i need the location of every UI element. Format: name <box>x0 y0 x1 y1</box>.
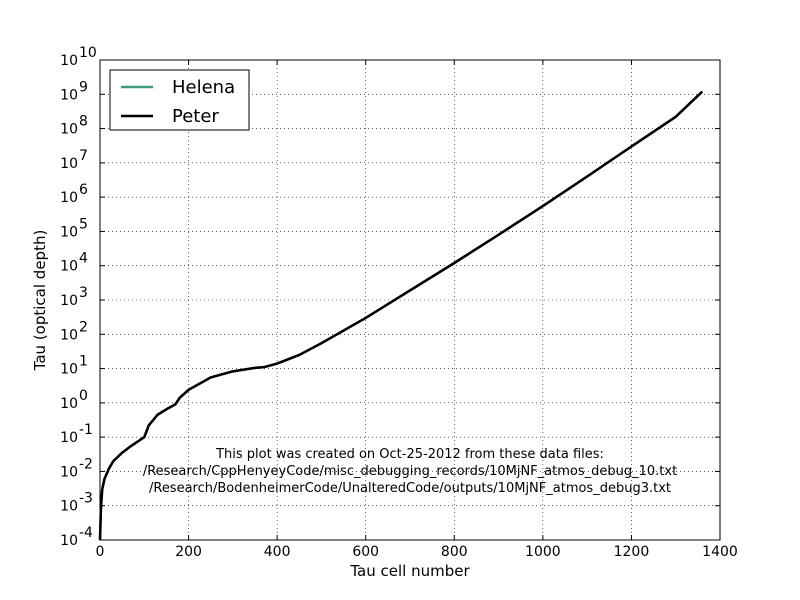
y-tick-label: 10 <box>60 327 78 343</box>
note-line-1: This plot was created on Oct-25-2012 fro… <box>215 447 604 462</box>
y-tick-label: 10 <box>60 430 78 446</box>
y-tick-exponent: -1 <box>79 422 93 438</box>
y-tick-label: 10 <box>60 499 78 515</box>
y-tick-label: 10 <box>60 533 78 549</box>
legend-label-helena: Helena <box>172 77 235 98</box>
x-tick-label: 1400 <box>702 544 738 560</box>
y-tick-exponent: -3 <box>79 491 93 507</box>
y-tick-label: 10 <box>60 464 78 480</box>
x-axis-label: Tau cell number <box>349 562 470 580</box>
y-tick-label: 10 <box>60 224 78 240</box>
y-tick-exponent: 0 <box>79 388 88 404</box>
y-tick-exponent: 8 <box>79 114 88 130</box>
y-tick-label: 10 <box>60 293 78 309</box>
y-tick-label: 10 <box>60 53 78 69</box>
y-tick-exponent: 7 <box>79 148 88 164</box>
y-tick-label: 10 <box>60 259 78 275</box>
series-line-peter <box>98 90 704 541</box>
y-tick-exponent: 2 <box>79 319 88 335</box>
x-tick-label: 1000 <box>525 544 561 560</box>
x-tick-label: 200 <box>175 544 202 560</box>
y-tick-exponent: 10 <box>79 45 97 61</box>
y-tick-exponent: 6 <box>79 182 88 198</box>
x-tick-labels: 0 200 400 600 800 1000 1200 1400 <box>96 544 738 560</box>
y-tick-exponent: 1 <box>79 354 88 370</box>
y-tick-label: 10 <box>60 396 78 412</box>
x-tick-label: 1200 <box>614 544 650 560</box>
y-axis-label: Tau (optical depth) <box>31 230 49 372</box>
x-tick-label: 800 <box>441 544 468 560</box>
x-tick-label: 400 <box>264 544 291 560</box>
y-tick-label: 10 <box>60 122 78 138</box>
y-tick-label: 10 <box>60 156 78 172</box>
legend-label-peter: Peter <box>172 106 219 127</box>
note-line-3: /Research/BodenheimerCode/UnalteredCode/… <box>149 481 671 496</box>
y-tick-exponent: 9 <box>79 79 88 95</box>
data-source-note: This plot was created on Oct-25-2012 fro… <box>143 447 677 496</box>
x-tick-label: 600 <box>352 544 379 560</box>
y-tick-exponent: 3 <box>79 285 88 301</box>
legend: Helena Peter <box>109 69 250 131</box>
note-line-2: /Research/CppHenyeyCode/misc_debugging_r… <box>143 464 677 479</box>
axis-ticks <box>99 59 721 541</box>
grid-lines <box>100 60 720 540</box>
y-tick-exponent: 4 <box>79 251 88 267</box>
y-tick-exponent: -2 <box>79 456 93 472</box>
y-tick-label: 10 <box>60 87 78 103</box>
y-tick-label: 10 <box>60 190 78 206</box>
x-tick-label: 0 <box>96 544 105 560</box>
series-lines <box>98 90 704 541</box>
y-tick-exponent: -4 <box>79 525 93 541</box>
y-tick-label: 10 <box>60 362 78 378</box>
y-tick-exponent: 5 <box>79 216 88 232</box>
legend-box <box>109 69 250 131</box>
